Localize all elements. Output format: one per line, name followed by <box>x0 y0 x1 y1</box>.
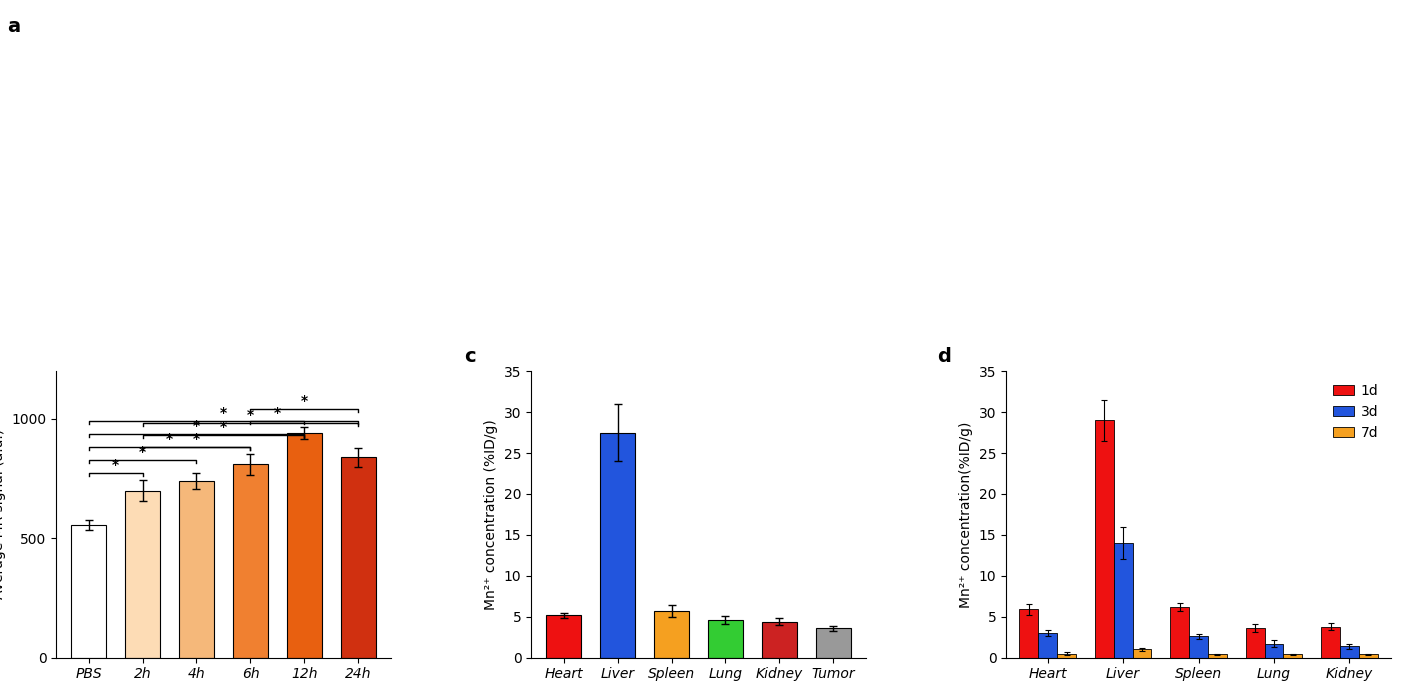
Text: PBS: PBS <box>153 38 183 53</box>
Text: *: * <box>192 419 200 433</box>
Legend: 1d, 3d, 7d: 1d, 3d, 7d <box>1328 378 1384 445</box>
Text: *: * <box>301 394 308 408</box>
Text: 6h: 6h <box>825 38 844 53</box>
Text: c: c <box>464 347 476 366</box>
Bar <box>125 490 160 658</box>
Bar <box>708 620 743 658</box>
Y-axis label: Average MR signal (a.u.): Average MR signal (a.u.) <box>0 429 6 599</box>
Bar <box>1094 421 1114 658</box>
Bar <box>1038 633 1057 658</box>
Bar <box>1321 627 1340 658</box>
Text: 24h: 24h <box>1266 38 1294 53</box>
Text: *: * <box>166 432 173 446</box>
Y-axis label: Mn²⁺ concentration (%ID/g): Mn²⁺ concentration (%ID/g) <box>485 419 499 610</box>
Bar <box>1057 653 1076 658</box>
Y-axis label: Mn²⁺ concentration(%ID/g): Mn²⁺ concentration(%ID/g) <box>960 421 974 608</box>
Bar <box>341 457 377 658</box>
Bar <box>287 434 322 658</box>
Bar <box>1208 654 1227 658</box>
Bar <box>72 525 107 658</box>
Text: d: d <box>937 347 951 366</box>
Text: *: * <box>274 406 281 420</box>
Bar <box>1283 654 1302 658</box>
Bar <box>1359 654 1378 658</box>
Bar <box>816 628 851 658</box>
Bar <box>1340 646 1359 658</box>
Bar <box>1189 636 1208 658</box>
Text: a: a <box>7 17 20 36</box>
Text: *: * <box>192 432 200 446</box>
Text: *: * <box>112 458 119 472</box>
Bar <box>1246 628 1265 658</box>
Bar <box>1170 607 1189 658</box>
Bar <box>178 481 214 658</box>
Text: 12h: 12h <box>1043 38 1072 53</box>
Text: *: * <box>139 445 146 459</box>
Text: *: * <box>221 420 228 434</box>
Bar <box>1020 610 1038 658</box>
Bar <box>600 433 635 658</box>
Bar <box>547 615 582 658</box>
Bar <box>233 464 268 658</box>
Text: 4h: 4h <box>603 38 622 53</box>
Text: *: * <box>247 408 254 422</box>
Bar <box>1114 543 1132 658</box>
Bar <box>653 611 688 658</box>
Bar <box>1132 649 1152 658</box>
Text: 2h: 2h <box>381 38 399 53</box>
Text: *: * <box>221 406 228 420</box>
Bar <box>762 621 797 658</box>
Bar <box>1264 644 1283 658</box>
